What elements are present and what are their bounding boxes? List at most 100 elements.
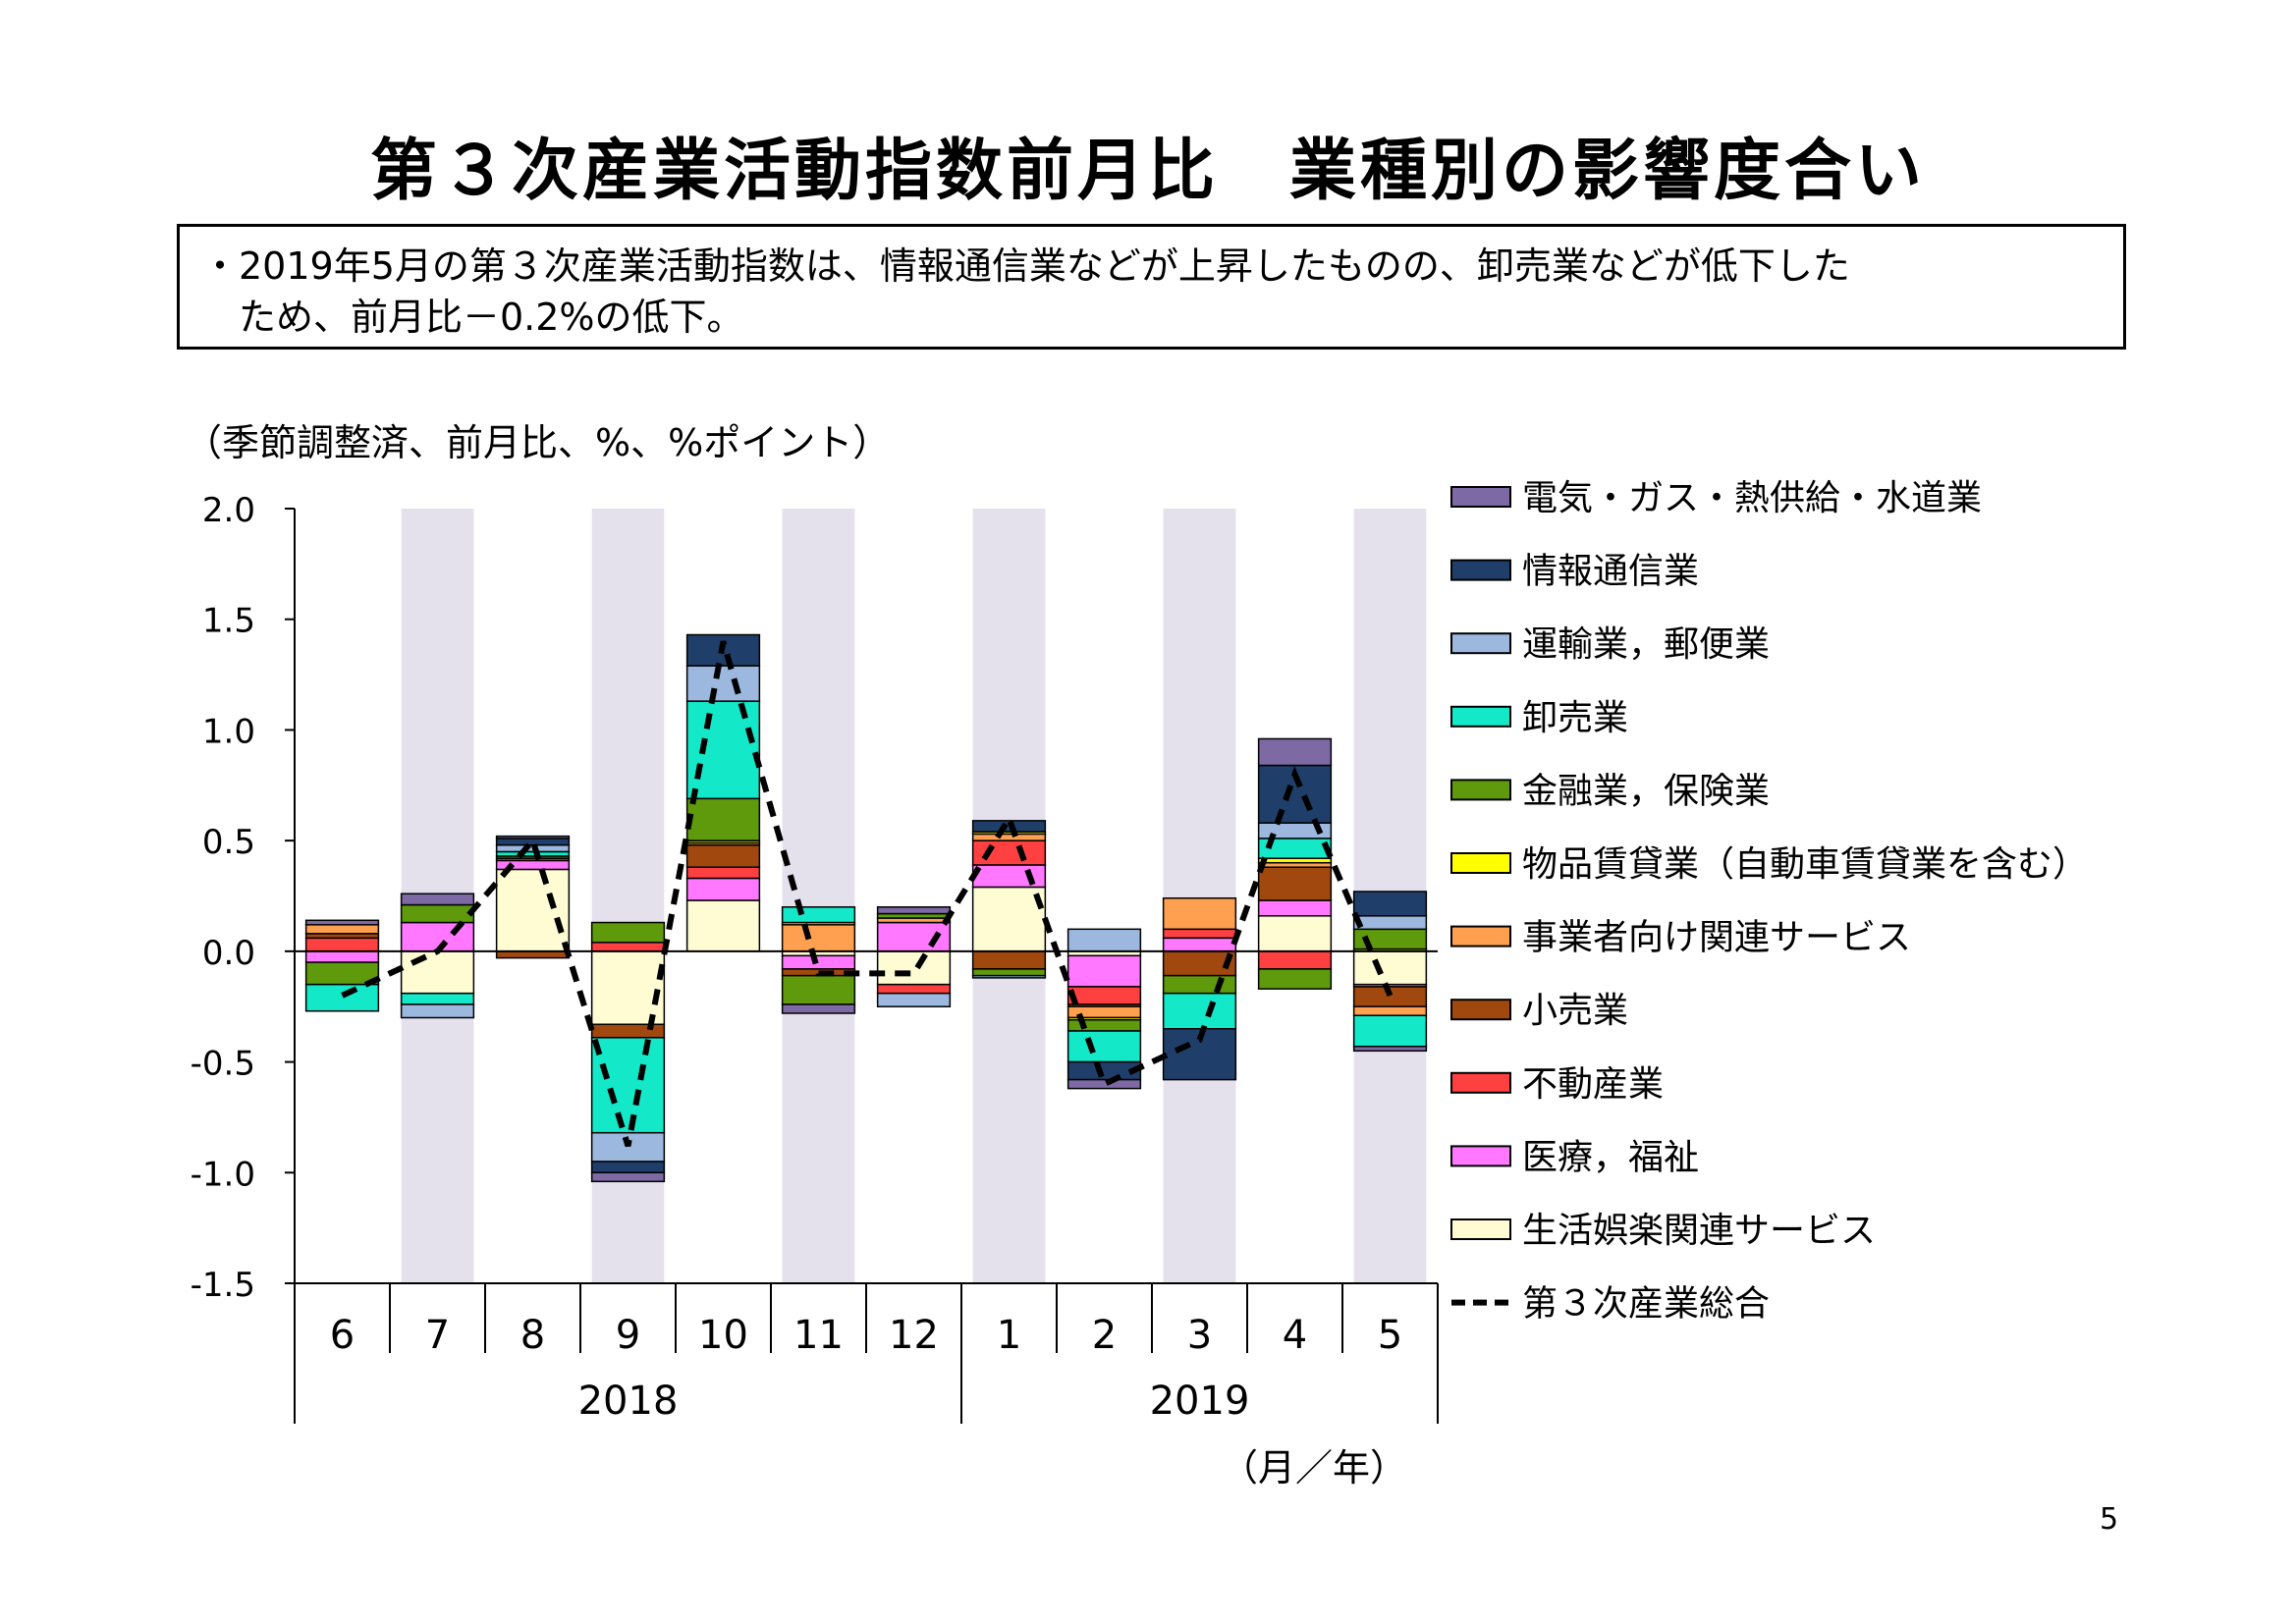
bar-segment-2-9 [590,942,666,952]
y-tick-label: -1.0 [191,1155,255,1194]
bar-stacks [304,633,1428,1183]
bar-segment-4-6 [304,924,380,935]
x-tick-label: 2 [1092,1313,1117,1358]
legend-swatch-7 [1450,999,1511,1021]
bar-segment-10-5 [1352,1046,1428,1053]
x-tick-label: 11 [793,1313,844,1358]
x-tick-label: 4 [1283,1313,1307,1358]
legend-label-2: 運輸業，郵便業 [1522,624,1770,665]
bar-segment-8-1 [971,974,1047,979]
legend-swatch-6 [1450,925,1511,947]
legend-label-0: 電気・ガス・熱供給・水道業 [1522,478,1982,518]
bar-segment-6-9 [590,921,666,944]
legend-label-5: 物品賃貸業（自動車賃貸業を含む） [1522,844,2088,885]
year-label: 2018 [578,1379,679,1424]
bar-segment-6-4 [1257,968,1333,990]
x-tick-label: 9 [616,1313,640,1358]
chart-unit-note: （季節調整済、前月比、%、%ポイント） [185,421,891,464]
bar-segment-9-9 [590,1161,666,1174]
legend-swatch-0 [1450,486,1511,508]
bar-segment-10-2 [1066,1078,1142,1090]
summary-box: ・2019年5月の第３次産業活動指数は、情報通信業などが上昇したものの、卸売業な… [177,224,2126,350]
legend-label-total: 第３次産業総合 [1522,1284,1770,1325]
bar-segment-1-11 [781,954,856,970]
x-tick-label: 3 [1187,1313,1212,1358]
bar-segment-10-8 [495,835,571,839]
x-tick-label: 7 [425,1313,450,1358]
shaded-band-3 [1163,509,1236,1283]
bar-segment-3-10 [685,843,761,868]
bar-segment-0-7 [400,950,475,995]
y-tick-label: -0.5 [191,1045,255,1084]
bar-segment-10-7 [400,893,475,906]
bar-segment-6-1 [971,968,1047,977]
bar-segment-9-5 [1352,891,1428,917]
bar-segment-8-10 [685,665,761,702]
bar-segment-8-2 [1066,928,1142,952]
page-number: 5 [2100,1502,2119,1537]
legend-label-4: 金融業，保険業 [1522,771,1770,811]
bar-segment-0-5 [1352,950,1428,986]
legend-swatch-8 [1450,1071,1511,1094]
legend-label-6: 事業者向け関連サービス [1522,918,1911,958]
bar-segment-4-5 [1352,1005,1428,1016]
y-tick-label: -1.5 [191,1266,255,1305]
bar-segment-2-3 [1162,928,1237,940]
legend-label-9: 医療，福祉 [1522,1137,1699,1177]
bar-segment-4-1 [971,833,1047,841]
bar-segment-2-4 [1257,950,1333,970]
bar-segment-3-4 [1257,866,1333,901]
legend-swatch-5 [1450,852,1511,874]
bar-segment-2-1 [971,839,1047,866]
bar-segment-7-5 [1352,1014,1428,1048]
x-tick-label: 10 [698,1313,748,1358]
x-tick-label: 8 [520,1313,545,1358]
bar-segment-2-10 [685,866,761,880]
x-unit-label: （月／年） [1221,1446,1407,1489]
bar-segment-0-12 [876,950,952,986]
y-tick-label: 0.0 [202,934,255,973]
bar-segment-7-11 [781,906,856,924]
bar-segment-4-3 [1162,897,1237,931]
bar-segment-7-6 [304,983,380,1012]
bar-segment-10-12 [876,906,952,915]
bar-segment-7-3 [1162,992,1237,1030]
bar-segment-7-7 [400,992,475,1005]
summary-line-2: ため、前月比－0.2%の低下。 [201,296,744,339]
bar-segment-1-3 [1162,937,1237,952]
legend-label-7: 小売業 [1522,991,1628,1031]
bar-segment-7-2 [1066,1030,1142,1063]
bar-segment-0-9 [590,950,666,1025]
y-tick-label: 1.0 [202,712,255,751]
axes: 2.01.51.00.50.0-0.5-1.0-1.56 7 8 9 10 11 12 1 2 3… [191,491,1439,1489]
summary-line-1: ・2019年5月の第３次産業活動指数は、情報通信業などが上昇したものの、卸売業な… [201,244,1850,288]
legend-swatch-4 [1450,779,1511,801]
bar-segment-8-7 [400,1003,475,1019]
legend-swatch-3 [1450,705,1511,728]
x-tick-label: 12 [889,1313,939,1358]
bar-segment-2-2 [1066,986,1142,1005]
y-tick-label: 0.5 [202,823,255,862]
bar-segment-7-10 [685,700,761,800]
bar-segment-10-9 [590,1171,666,1183]
bar-segment-1-2 [1066,954,1142,988]
legend-swatch-10 [1450,1218,1511,1240]
shaded-band-11 [782,509,855,1283]
legend-swatch-2 [1450,632,1511,655]
bar-segment-1-4 [1257,899,1333,917]
slide-title: 第３次産業活動指数前月比 業種別の影響度合い [369,133,1926,210]
legend: 電気・ガス・熱供給・水道業情報通信業運輸業，郵便業卸売業金融業，保険業物品賃貸業… [1450,478,2088,1325]
bar-segment-6-3 [1162,974,1237,995]
x-tick-label: 6 [330,1313,355,1358]
bar-segment-4-11 [781,924,856,952]
bar-segment-2-6 [304,937,380,952]
legend-label-8: 不動産業 [1522,1064,1664,1105]
bar-segment-3-1 [971,950,1047,970]
bar-segment-1-6 [304,950,380,963]
bar-segment-10-11 [781,1003,856,1014]
bar-segment-8-12 [876,992,952,1007]
legend-label-3: 卸売業 [1522,698,1628,738]
y-tick-label: 2.0 [202,491,255,530]
legend-swatch-1 [1450,559,1511,581]
